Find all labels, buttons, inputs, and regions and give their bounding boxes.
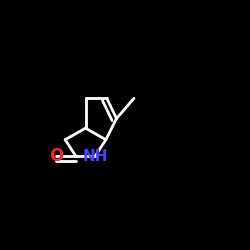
Text: O: O [49,147,64,165]
Text: NH: NH [82,148,108,164]
